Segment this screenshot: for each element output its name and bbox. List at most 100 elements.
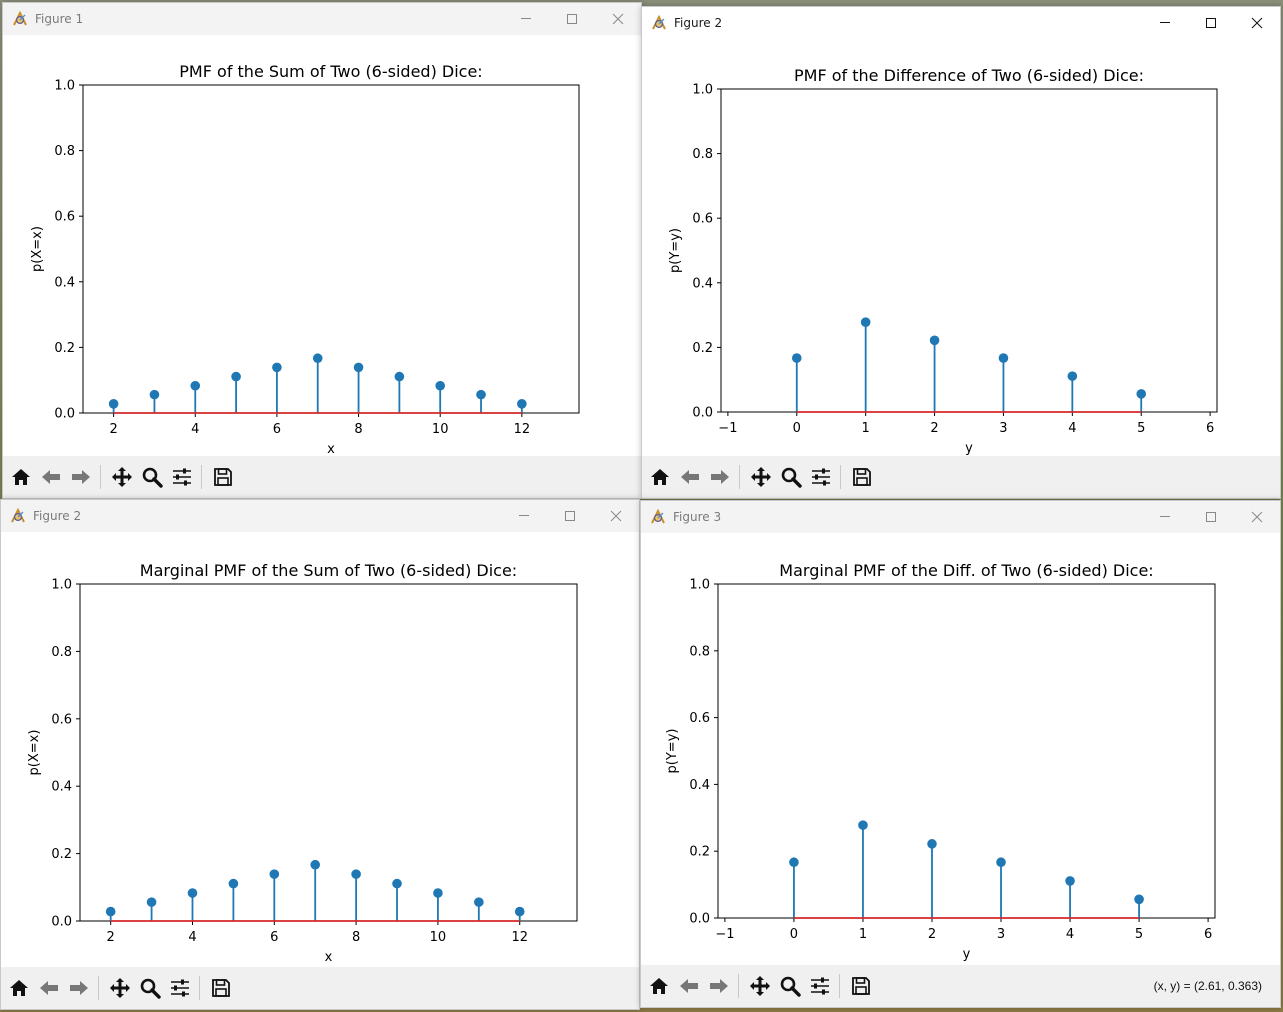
x-tick-label: 4 [1066, 927, 1074, 942]
close-button[interactable] [593, 500, 639, 532]
y-tick-label: 0.4 [692, 276, 713, 291]
pan-button[interactable] [747, 463, 775, 491]
home-button[interactable] [5, 974, 33, 1002]
matplotlib-app-icon [11, 507, 25, 523]
back-arrow-button[interactable] [35, 974, 63, 1002]
axes-frame [82, 84, 580, 414]
zoom-button[interactable] [136, 974, 164, 1002]
save-button[interactable] [847, 972, 875, 1000]
save-button[interactable] [209, 463, 237, 491]
minimize-icon [519, 515, 529, 516]
title-bar[interactable]: Figure 1 [3, 3, 641, 35]
back-arrow-button[interactable] [37, 463, 65, 491]
toolbar-separator [98, 976, 99, 1000]
save-button[interactable] [848, 463, 876, 491]
pan-button[interactable] [106, 974, 134, 1002]
matplotlib-app-icon [652, 14, 666, 30]
stem-marker [1067, 371, 1078, 381]
plot-canvas[interactable]: PMF of the Difference of Two (6-sided) D… [642, 39, 1281, 459]
maximize-button[interactable] [547, 500, 593, 532]
figure-window-1[interactable]: Figure 1 PMF of the Sum of Two (6-sided)… [2, 2, 642, 499]
home-button[interactable] [7, 463, 35, 491]
y-tick-label: 0.8 [54, 144, 75, 159]
home-icon [651, 469, 669, 485]
y-tick-label: 0.8 [692, 147, 713, 162]
close-button[interactable] [595, 3, 641, 35]
figure-window-3[interactable]: Figure 2 Marginal PMF of the Sum of Two … [0, 499, 640, 1010]
maximize-button[interactable] [1188, 7, 1234, 39]
configure-subplots-icon [171, 979, 189, 997]
title-bar[interactable]: Figure 2 [1, 500, 639, 532]
configure-subplots-button[interactable] [806, 972, 834, 1000]
home-button[interactable] [645, 972, 673, 1000]
x-tick-label: 4 [191, 422, 199, 437]
y-tick-label: 1.0 [692, 83, 713, 98]
minimize-button[interactable] [501, 500, 547, 532]
maximize-button[interactable] [549, 3, 595, 35]
close-button[interactable] [1234, 501, 1280, 533]
stem-marker [435, 380, 446, 391]
back-arrow-icon [42, 470, 60, 484]
plot-canvas[interactable]: Marginal PMF of the Sum of Two (6-sided)… [1, 532, 640, 969]
maximize-button[interactable] [1188, 501, 1234, 533]
back-arrow-button[interactable] [675, 972, 703, 1000]
stem-marker [1136, 389, 1147, 399]
chart-title: PMF of the Sum of Two (6-sided) Dice: [179, 62, 482, 81]
save-icon [212, 979, 230, 997]
toolbar-separator [738, 974, 739, 998]
stem-marker [1065, 876, 1075, 886]
title-bar[interactable]: Figure 3 [641, 501, 1280, 533]
y-tick-label: 0.6 [689, 711, 710, 726]
pan-button[interactable] [746, 972, 774, 1000]
x-tick-label: 1 [862, 421, 870, 436]
plot-canvas[interactable]: PMF of the Sum of Two (6-sided) Dice: 0.0… [3, 35, 642, 455]
x-tick-label: 0 [793, 421, 801, 436]
maximize-icon [1206, 512, 1216, 522]
configure-subplots-button[interactable] [166, 974, 194, 1002]
zoom-button[interactable] [777, 463, 805, 491]
cursor-coordinates: (x, y) = (2.61, 0.363) [1153, 979, 1262, 993]
y-tick-label: 0.4 [54, 275, 75, 290]
x-tick-label: 3 [997, 927, 1005, 942]
y-axis-label: p(Y=y) [668, 228, 683, 273]
minimize-button[interactable] [1142, 7, 1188, 39]
configure-subplots-button[interactable] [807, 463, 835, 491]
pan-button[interactable] [108, 463, 136, 491]
x-tick-label: 6 [1206, 421, 1214, 436]
zoom-button[interactable] [776, 972, 804, 1000]
toolbar-separator [839, 974, 840, 998]
stem-marker [996, 857, 1006, 868]
toolbar-separator [201, 465, 202, 489]
stem-marker [860, 317, 871, 328]
forward-arrow-button[interactable] [705, 972, 733, 1000]
stem-marker [476, 389, 486, 400]
forward-arrow-button[interactable] [67, 463, 95, 491]
y-tick-label: 0.6 [692, 212, 713, 227]
window-title: Figure 3 [673, 510, 722, 524]
minimize-button[interactable] [503, 3, 549, 35]
close-button[interactable] [1234, 7, 1280, 39]
title-bar[interactable]: Figure 2 [642, 7, 1280, 39]
forward-arrow-button[interactable] [706, 463, 734, 491]
figure-window-4[interactable]: Figure 3 Marginal PMF of the Diff. of Tw… [640, 500, 1281, 1008]
figure-window-2[interactable]: Figure 2 PMF of the Difference of Two (6… [641, 6, 1281, 499]
forward-arrow-button[interactable] [65, 974, 93, 1002]
x-tick-label: 2 [107, 930, 115, 945]
minimize-button[interactable] [1142, 501, 1188, 533]
plot-canvas[interactable]: Marginal PMF of the Diff. of Two (6-side… [641, 533, 1281, 967]
matplotlib-app-icon [651, 508, 665, 524]
back-arrow-icon [680, 979, 698, 993]
stem-marker [514, 906, 525, 917]
x-tick-label: −1 [715, 927, 734, 942]
stem-marker [105, 906, 116, 917]
configure-subplots-button[interactable] [168, 463, 196, 491]
configure-subplots-icon [811, 977, 829, 995]
axes-frame [720, 88, 1218, 413]
zoom-button[interactable] [138, 463, 166, 491]
back-arrow-button[interactable] [676, 463, 704, 491]
zoom-icon [781, 467, 802, 488]
stem-marker [789, 857, 799, 868]
home-button[interactable] [646, 463, 674, 491]
save-button[interactable] [207, 974, 235, 1002]
forward-arrow-icon [70, 981, 88, 995]
